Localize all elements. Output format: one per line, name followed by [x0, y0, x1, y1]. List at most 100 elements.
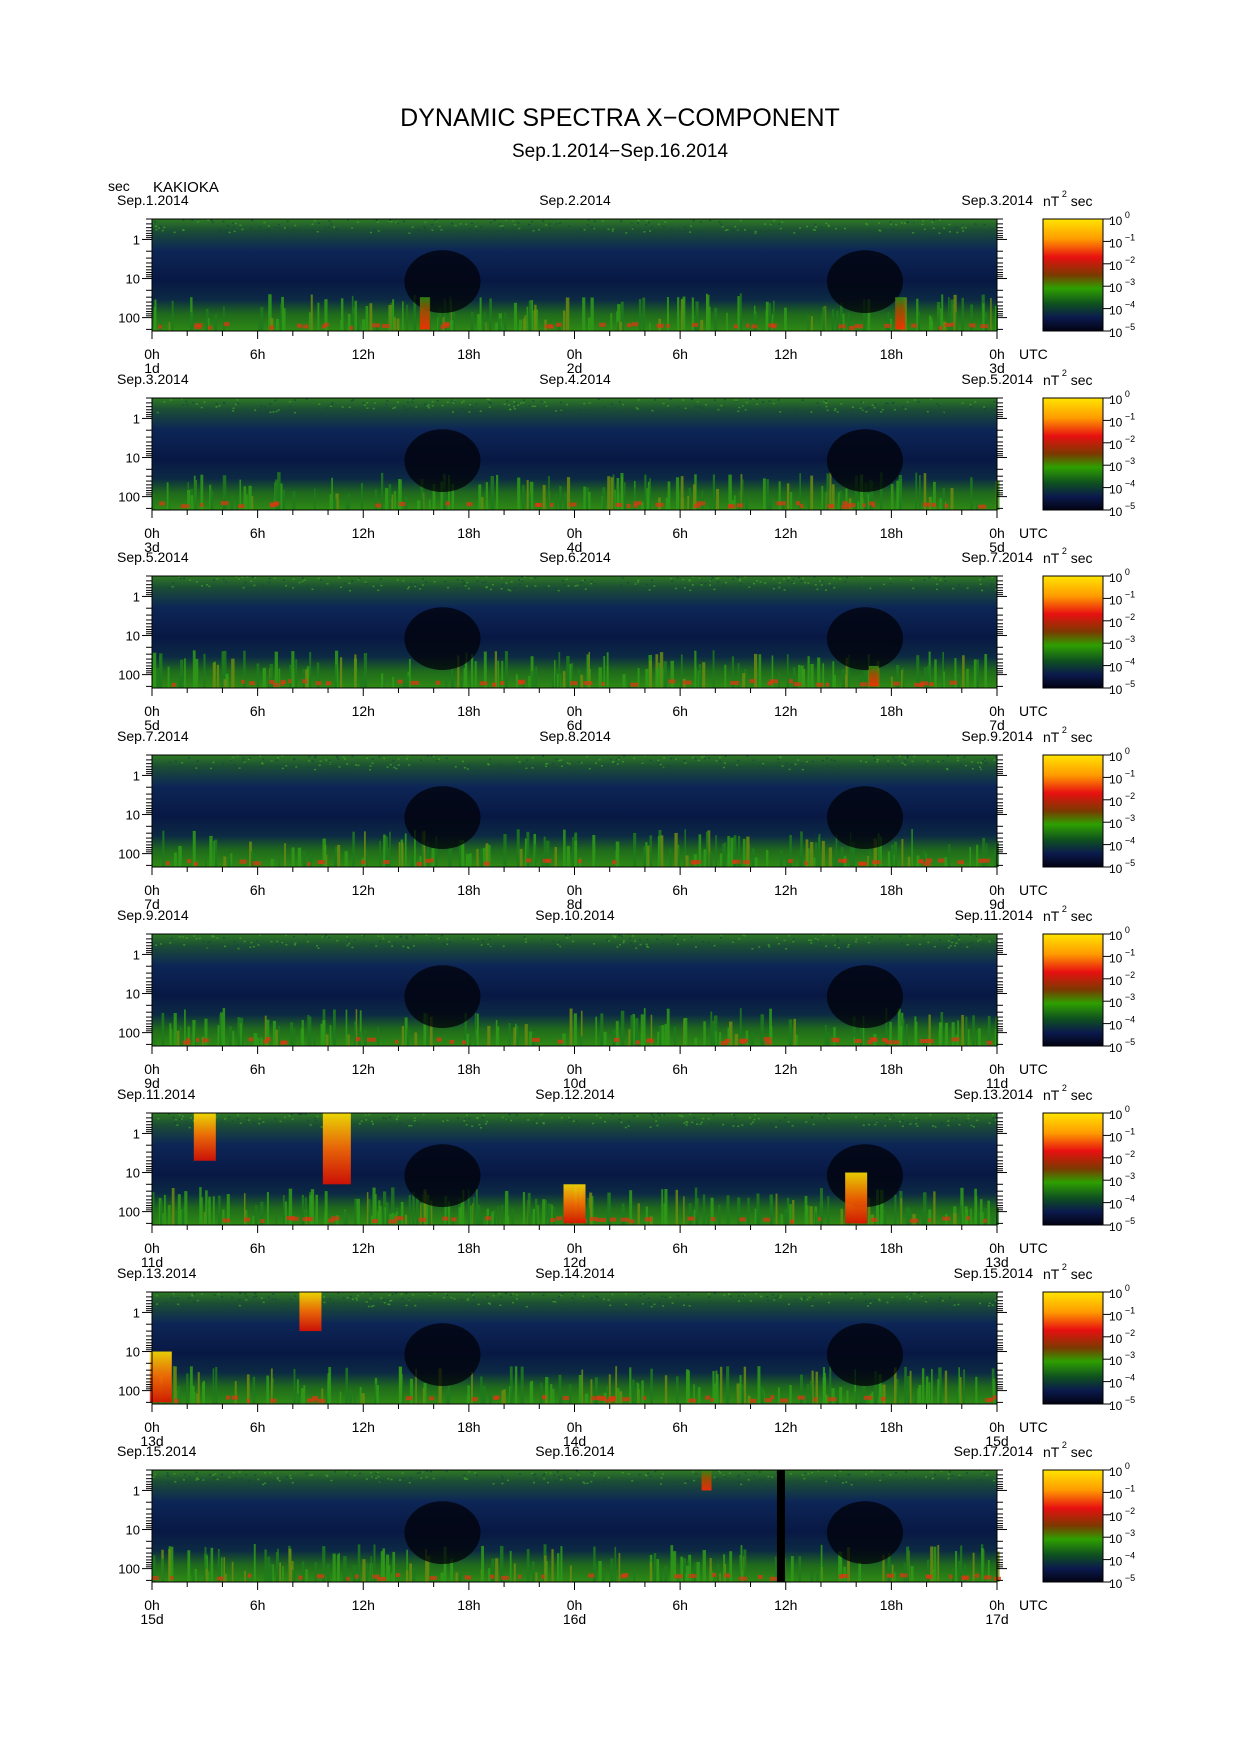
spectrogram-noise: [815, 226, 818, 228]
spectrogram-noise: [414, 583, 417, 586]
colorbar-tick-label: 10 −5: [1109, 322, 1135, 340]
spectrogram-blade: [574, 840, 578, 867]
spectrogram-blade: [406, 1570, 409, 1582]
spectrogram-noise: [588, 767, 591, 770]
spectrogram-blade: [359, 1010, 362, 1046]
spectrogram-blade: [381, 472, 384, 510]
spectrogram-noise: [707, 1126, 710, 1128]
spectrogram-noise: [955, 942, 958, 945]
spectrogram-noise: [723, 407, 726, 409]
spectrogram-noise: [291, 1118, 294, 1120]
spectrogram-speckle: [328, 1218, 335, 1223]
spectrogram-noise: [837, 947, 840, 949]
spectrogram-blade: [475, 1189, 478, 1225]
spectrogram-speckle: [410, 680, 420, 685]
spectrogram-noise: [442, 942, 445, 945]
spectrogram-blade: [977, 1028, 981, 1046]
day-label: 6d: [567, 717, 583, 733]
spectrogram-noise: [326, 583, 329, 585]
spectrogram-noise: [479, 410, 482, 412]
spectrogram-blade: [696, 1198, 699, 1225]
spectrogram-noise: [806, 1298, 809, 1301]
spectrogram-noise: [621, 935, 624, 937]
spectrogram-blade: [612, 1029, 616, 1046]
spectrogram-blade: [664, 1375, 668, 1404]
spectrogram-noise: [753, 1475, 756, 1478]
spectrogram-noise: [463, 1477, 466, 1479]
spectrogram-noise: [272, 411, 275, 413]
spectrogram-noise: [342, 767, 345, 770]
spectrogram-noise: [947, 946, 950, 949]
spectrogram-blade: [383, 834, 386, 867]
spectrogram-noise: [211, 221, 214, 224]
spectrogram-noise: [554, 1301, 557, 1303]
spectrogram-blade: [421, 831, 425, 867]
spectrogram-blade: [347, 493, 350, 510]
spectrogram-noise: [772, 402, 775, 405]
spectrogram-noise: [417, 229, 420, 231]
spectrogram-noise: [827, 587, 830, 590]
spectrogram-blade: [278, 668, 281, 688]
spectrogram-noise: [913, 1292, 916, 1295]
spectrogram-blade: [645, 842, 648, 867]
spectrogram-blade: [300, 1388, 305, 1404]
spectrogram-noise: [252, 576, 255, 579]
colorbar-tick-label: 10 −1: [1109, 589, 1135, 607]
spectrogram-noise: [802, 1297, 805, 1300]
spectrogram-blade: [535, 666, 538, 688]
spectrogram-noise: [662, 1305, 665, 1307]
spectrogram-blade: [263, 667, 267, 688]
x-axis-utc-label: UTC: [1019, 703, 1048, 719]
spectrogram-speckle: [668, 679, 676, 684]
spectrogram-noise: [697, 946, 700, 948]
spectrogram-noise: [337, 576, 340, 578]
spectrogram-noise: [579, 228, 582, 231]
spectrogram-blade: [544, 1555, 547, 1582]
spectrogram-noise: [328, 226, 331, 228]
spectrogram-noise: [348, 942, 351, 945]
spectrogram-noise: [383, 407, 386, 409]
spectrogram-blade: [179, 1026, 182, 1046]
spectrogram-blade: [532, 1208, 536, 1225]
spectrogram-noise: [463, 231, 466, 233]
spectrogram-noise: [478, 1123, 481, 1126]
spectrogram-noise: [380, 584, 383, 587]
spectrogram-blade: [889, 1022, 892, 1046]
spectrogram-speckle: [193, 861, 198, 866]
spectrogram-noise: [939, 1123, 942, 1126]
spectrogram-blade: [168, 1205, 171, 1225]
spectrogram-blade: [451, 483, 455, 510]
spectrogram-noise: [235, 589, 238, 591]
spectrogram-noise: [532, 1474, 535, 1477]
spectrogram-noise: [253, 1122, 256, 1124]
spectrogram-noise: [869, 1302, 872, 1304]
spectrogram-blade: [914, 1390, 917, 1404]
spectrogram-speckle: [239, 859, 247, 864]
spectrogram-speckle: [914, 682, 923, 687]
spectrogram-noise: [563, 1474, 566, 1477]
spectrogram-noise: [356, 589, 359, 592]
spectrogram-blade: [253, 1544, 256, 1582]
spectrogram-noise: [925, 1300, 928, 1303]
colorbar-tick-label: 10 0: [1109, 925, 1130, 943]
spectrogram-blade: [967, 1029, 970, 1046]
spectrogram-noise: [904, 760, 907, 763]
spectrogram-noise: [396, 222, 399, 225]
spectrogram-noise: [854, 1116, 857, 1119]
spectrogram-speckle: [764, 1398, 772, 1403]
spectrogram-noise: [543, 1483, 546, 1486]
spectrogram-noise: [425, 1476, 428, 1478]
spectrogram-blade: [943, 321, 947, 331]
spectrogram-noise: [637, 219, 640, 222]
spectrogram-noise: [620, 220, 623, 222]
spectrogram-noise: [738, 579, 741, 582]
spectrogram-noise: [965, 1120, 968, 1122]
spectrogram-noise: [688, 580, 691, 582]
spectrogram-blade: [598, 1560, 602, 1582]
spectrogram-noise: [481, 581, 484, 584]
spectrogram-noise: [590, 1471, 593, 1474]
spectrogram-noise: [246, 1121, 249, 1123]
spectrogram-blade: [637, 1203, 640, 1225]
spectrogram-noise: [362, 401, 365, 404]
spectrogram-speckle: [435, 680, 441, 685]
